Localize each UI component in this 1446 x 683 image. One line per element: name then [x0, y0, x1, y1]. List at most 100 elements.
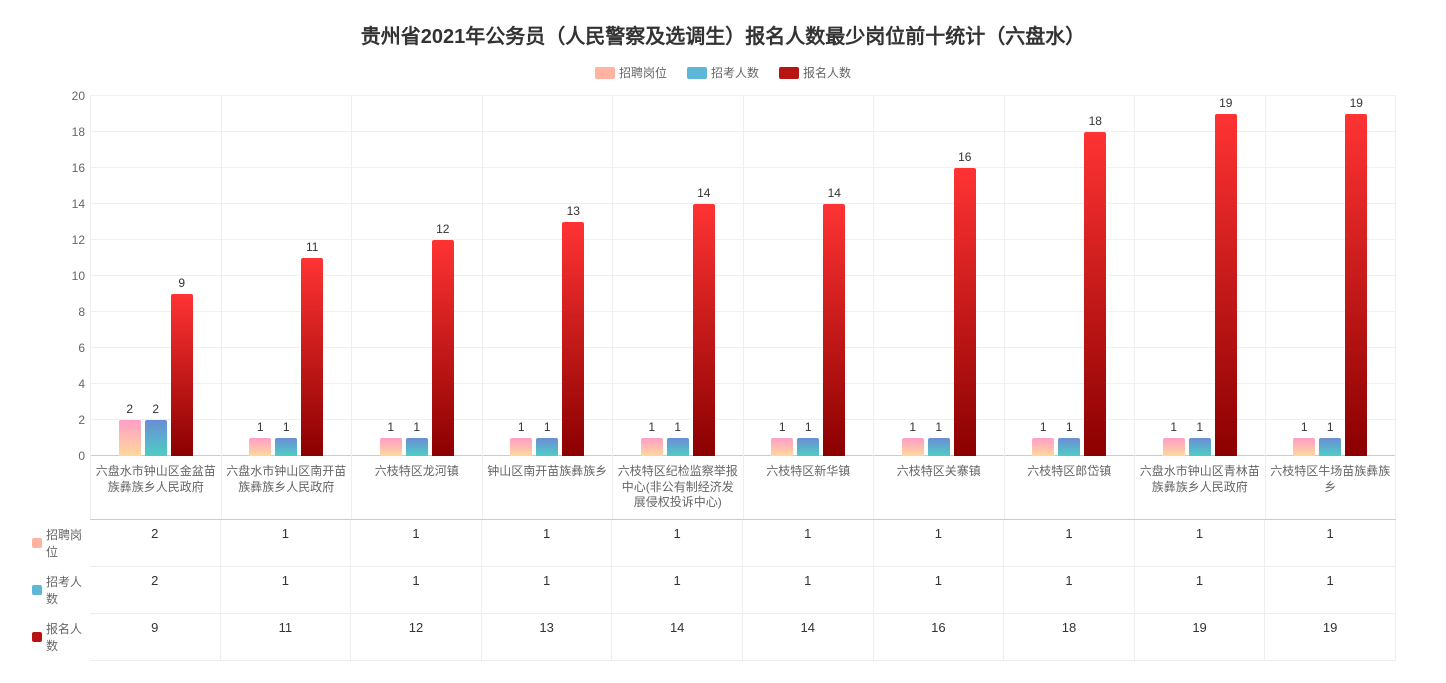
bar[interactable]: 1 [1319, 438, 1341, 456]
bar[interactable]: 1 [249, 438, 271, 456]
bar-groups: 229111111121113111411141116111811191119 [90, 96, 1396, 456]
bar[interactable]: 1 [797, 438, 819, 456]
table-cell: 1 [874, 520, 1005, 566]
bar-value-label: 1 [1196, 420, 1203, 434]
x-axis-label: 六枝特区牛场苗族彝族乡 [1266, 456, 1397, 519]
bars-wrapper: 1116 [902, 96, 976, 456]
bar[interactable]: 1 [1189, 438, 1211, 456]
bar[interactable]: 1 [510, 438, 532, 456]
bar-value-label: 1 [1327, 420, 1334, 434]
table-cell: 16 [874, 614, 1005, 660]
table-cell: 1 [743, 520, 874, 566]
bar[interactable]: 11 [301, 258, 323, 456]
table-cell: 18 [1004, 614, 1135, 660]
y-tick: 6 [78, 341, 85, 355]
table-cell: 2 [90, 567, 221, 613]
bar[interactable]: 1 [536, 438, 558, 456]
bar[interactable]: 1 [902, 438, 924, 456]
bar-value-label: 1 [257, 420, 264, 434]
bar-group: 1116 [874, 96, 1005, 456]
bars-wrapper: 1118 [1032, 96, 1106, 456]
bar-group: 1119 [1135, 96, 1266, 456]
bar[interactable]: 2 [119, 420, 141, 456]
bar-value-label: 1 [648, 420, 655, 434]
table-cell: 1 [612, 520, 743, 566]
bar[interactable]: 12 [432, 240, 454, 456]
table-series-name: 招聘岗位 [46, 526, 88, 560]
bar-value-label: 19 [1219, 96, 1232, 110]
bar[interactable]: 9 [171, 294, 193, 456]
bar[interactable]: 1 [771, 438, 793, 456]
bar[interactable]: 19 [1345, 114, 1367, 456]
y-tick: 10 [72, 269, 85, 283]
chart-container: 贵州省2021年公务员（人民警察及选调生）报名人数最少岗位前十统计（六盘水） 招… [0, 0, 1446, 683]
bar-value-label: 14 [828, 186, 841, 200]
table-series-name: 招考人数 [46, 573, 88, 607]
bar-value-label: 2 [152, 402, 159, 416]
bar[interactable]: 1 [275, 438, 297, 456]
legend-label: 报名人数 [803, 64, 851, 81]
y-tick: 2 [78, 413, 85, 427]
bar-value-label: 11 [306, 240, 318, 254]
y-tick: 20 [72, 89, 85, 103]
bar[interactable]: 1 [380, 438, 402, 456]
legend-item[interactable]: 招考人数 [687, 64, 759, 81]
table-cell: 1 [612, 567, 743, 613]
bar-value-label: 13 [567, 204, 580, 218]
table-series-name: 报名人数 [46, 620, 88, 654]
bar[interactable]: 16 [954, 168, 976, 456]
bars-wrapper: 1119 [1293, 96, 1367, 456]
x-axis-label: 六枝特区关寨镇 [874, 456, 1005, 519]
bars-wrapper: 1111 [249, 96, 323, 456]
bar[interactable]: 1 [406, 438, 428, 456]
bar[interactable]: 13 [562, 222, 584, 456]
bar[interactable]: 1 [928, 438, 950, 456]
plot-area: 02468101214161820 2291111111211131114111… [90, 96, 1396, 456]
bar[interactable]: 1 [1058, 438, 1080, 456]
table-cell: 1 [1135, 520, 1266, 566]
table-cell: 1 [1004, 520, 1135, 566]
table-cell: 1 [1265, 567, 1396, 613]
x-axis-label: 六盘水市钟山区南开苗族彝族乡人民政府 [222, 456, 353, 519]
bar-value-label: 1 [779, 420, 786, 434]
bar[interactable]: 1 [641, 438, 663, 456]
x-axis-label: 六盘水市钟山区金盆苗族彝族乡人民政府 [90, 456, 222, 519]
y-tick: 4 [78, 377, 85, 391]
legend-item[interactable]: 报名人数 [779, 64, 851, 81]
bar[interactable]: 2 [145, 420, 167, 456]
y-tick: 0 [78, 449, 85, 463]
bar-group: 1114 [744, 96, 875, 456]
bar[interactable]: 14 [823, 204, 845, 456]
chart-title: 贵州省2021年公务员（人民警察及选调生）报名人数最少岗位前十统计（六盘水） [40, 20, 1406, 49]
y-tick: 8 [78, 305, 85, 319]
y-tick: 14 [72, 197, 85, 211]
bar[interactable]: 1 [667, 438, 689, 456]
table-cell: 13 [482, 614, 613, 660]
bar-value-label: 9 [178, 276, 185, 290]
bar[interactable]: 1 [1163, 438, 1185, 456]
table-cell: 14 [612, 614, 743, 660]
bar[interactable]: 1 [1293, 438, 1315, 456]
y-tick: 16 [72, 161, 85, 175]
y-tick: 12 [72, 233, 85, 247]
bar-group: 1118 [1005, 96, 1136, 456]
bar[interactable]: 14 [693, 204, 715, 456]
bar-value-label: 1 [1301, 420, 1308, 434]
bar-value-label: 1 [1040, 420, 1047, 434]
table-cell: 1 [221, 567, 352, 613]
bar[interactable]: 18 [1084, 132, 1106, 456]
bar-value-label: 1 [805, 420, 812, 434]
table-cell: 1 [351, 520, 482, 566]
bars-wrapper: 1113 [510, 96, 584, 456]
bar[interactable]: 19 [1215, 114, 1237, 456]
bar[interactable]: 1 [1032, 438, 1054, 456]
table-cell: 11 [221, 614, 352, 660]
table-row-header: 招考人数 [30, 567, 90, 613]
chart-legend: 招聘岗位 招考人数 报名人数 [40, 64, 1406, 81]
x-axis-labels: 六盘水市钟山区金盆苗族彝族乡人民政府六盘水市钟山区南开苗族彝族乡人民政府 六枝特区… [90, 456, 1396, 519]
table-row: 招考人数2111111111 [90, 567, 1396, 614]
bar-value-label: 16 [958, 150, 971, 164]
legend-item[interactable]: 招聘岗位 [595, 64, 667, 81]
x-axis-label: 钟山区南开苗族彝族乡 [483, 456, 614, 519]
y-tick: 18 [72, 125, 85, 139]
